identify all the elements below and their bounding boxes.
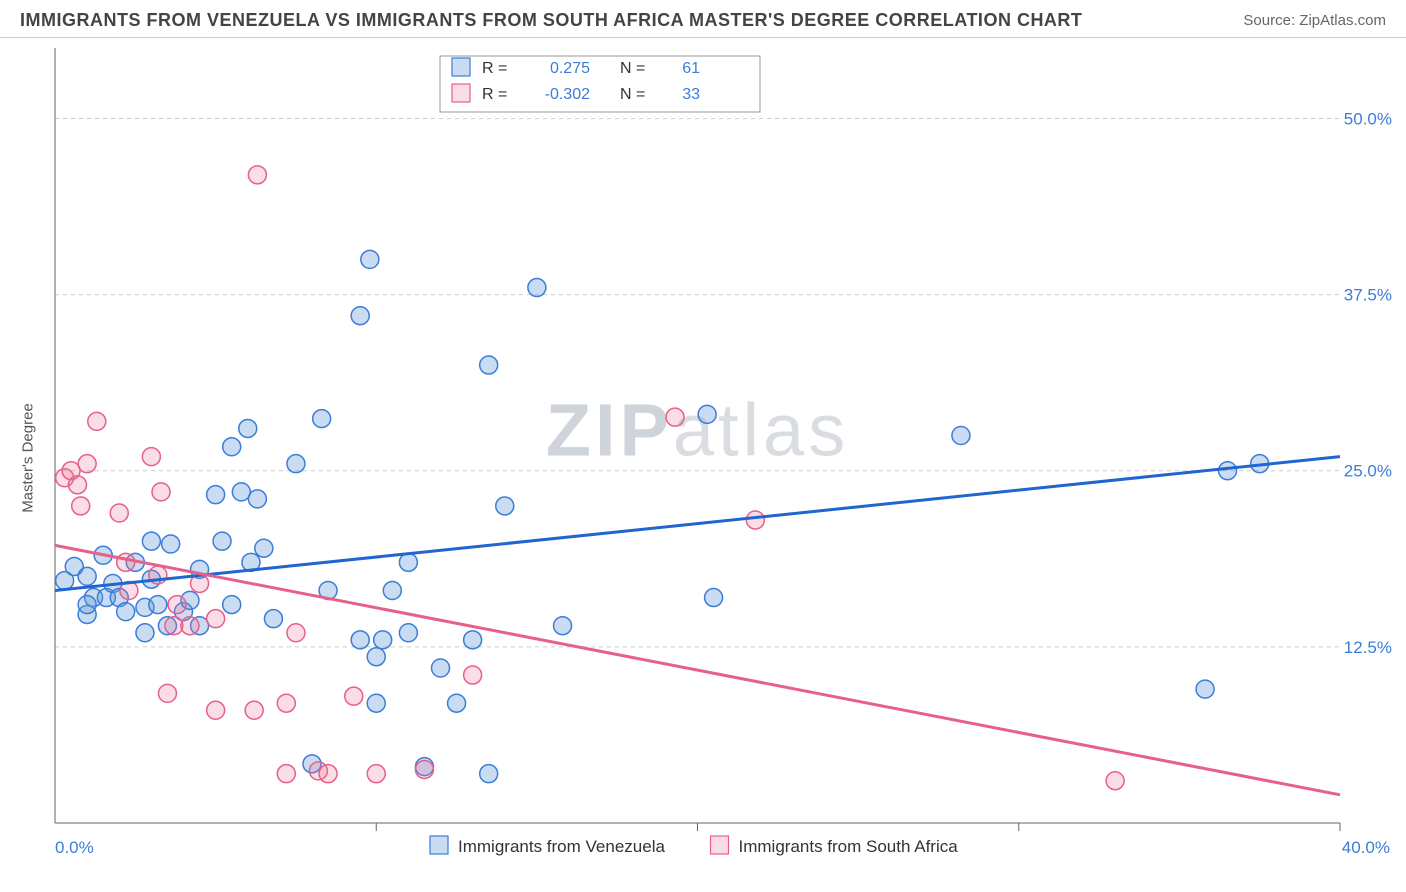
data-point	[165, 617, 183, 635]
legend-swatch	[430, 836, 448, 854]
data-point	[245, 701, 263, 719]
data-point	[367, 765, 385, 783]
legend-n-value: 33	[682, 86, 700, 103]
series-legend: Immigrants from Venezuela Immigrants from…	[430, 836, 958, 856]
data-point	[528, 279, 546, 297]
data-point	[78, 596, 96, 614]
legend-swatch	[452, 58, 470, 76]
data-point	[361, 250, 379, 268]
y-tick-label: 50.0%	[1344, 109, 1392, 128]
data-point	[464, 631, 482, 649]
data-point	[68, 476, 86, 494]
data-point	[117, 603, 135, 621]
data-point	[464, 666, 482, 684]
data-point	[142, 448, 160, 466]
data-point	[1106, 772, 1124, 790]
data-point	[666, 408, 684, 426]
data-point	[1219, 462, 1237, 480]
data-point	[313, 410, 331, 428]
legend-n-label: N =	[620, 60, 645, 77]
data-point	[168, 596, 186, 614]
data-point	[207, 701, 225, 719]
source-prefix: Source:	[1243, 12, 1299, 29]
data-point	[698, 405, 716, 423]
source-name: ZipAtlas.com	[1299, 12, 1386, 29]
data-point	[248, 490, 266, 508]
trend-line	[55, 545, 1340, 794]
data-point	[223, 596, 241, 614]
data-point	[480, 765, 498, 783]
watermark: ZIPatlas	[546, 389, 849, 472]
data-point	[277, 694, 295, 712]
data-point	[72, 497, 90, 515]
data-point	[207, 486, 225, 504]
legend-series-label: Immigrants from Venezuela	[458, 837, 665, 856]
scatter-chart: 12.5% 25.0% 37.5% 50.0% ZIPatlas 0.0% 40.0% R =…	[0, 38, 1406, 878]
data-point	[136, 624, 154, 642]
x-tick-label: 0.0%	[55, 838, 94, 857]
data-point	[746, 511, 764, 529]
legend-n-label: N =	[620, 86, 645, 103]
data-point	[142, 532, 160, 550]
legend-n-value: 61	[682, 60, 700, 77]
header: IMMIGRANTS FROM VENEZUELA VS IMMIGRANTS …	[0, 0, 1406, 38]
x-tick-label: 40.0%	[1342, 838, 1390, 857]
data-point	[223, 438, 241, 456]
source-attribution: Source: ZipAtlas.com	[1243, 12, 1386, 29]
data-point	[264, 610, 282, 628]
data-point	[255, 539, 273, 557]
data-point	[207, 610, 225, 628]
legend-swatch	[711, 836, 729, 854]
legend-r-label: R =	[482, 60, 507, 77]
data-point	[152, 483, 170, 501]
data-point	[399, 553, 417, 571]
data-point	[88, 412, 106, 430]
y-tick-label: 37.5%	[1344, 286, 1392, 305]
y-axis-label: Master's Degree	[20, 403, 37, 513]
data-point	[287, 455, 305, 473]
data-point	[319, 765, 337, 783]
data-point	[952, 427, 970, 445]
data-point	[448, 694, 466, 712]
data-point	[78, 455, 96, 473]
data-point	[367, 648, 385, 666]
data-point	[158, 684, 176, 702]
data-point	[78, 567, 96, 585]
trend-line	[55, 457, 1340, 591]
data-point	[415, 760, 433, 778]
data-point	[480, 356, 498, 374]
legend-r-label: R =	[482, 86, 507, 103]
data-point	[351, 631, 369, 649]
data-point	[374, 631, 392, 649]
data-point	[345, 687, 363, 705]
data-point	[181, 617, 199, 635]
legend-swatch	[452, 84, 470, 102]
data-point	[1196, 680, 1214, 698]
legend-r-value: -0.302	[545, 86, 590, 103]
data-point	[149, 596, 167, 614]
y-tick-label: 25.0%	[1344, 462, 1392, 481]
data-point	[239, 419, 257, 437]
data-point	[705, 589, 723, 607]
data-point	[496, 497, 514, 515]
data-point	[117, 553, 135, 571]
data-point	[554, 617, 572, 635]
data-point	[383, 582, 401, 600]
data-point	[287, 624, 305, 642]
y-tick-label: 12.5%	[1344, 638, 1392, 657]
data-point	[277, 765, 295, 783]
page-title: IMMIGRANTS FROM VENEZUELA VS IMMIGRANTS …	[20, 10, 1082, 31]
data-point	[367, 694, 385, 712]
legend-series-label: Immigrants from South Africa	[739, 837, 959, 856]
data-point	[110, 504, 128, 522]
data-point	[162, 535, 180, 553]
data-point	[232, 483, 250, 501]
data-point	[213, 532, 231, 550]
data-point	[399, 624, 417, 642]
data-point	[432, 659, 450, 677]
data-point	[248, 166, 266, 184]
chart-container: Master's Degree 12.5% 25.0% 37.5% 50.0% ZIPa…	[0, 38, 1406, 878]
legend-r-value: 0.275	[550, 60, 590, 77]
data-point	[351, 307, 369, 325]
